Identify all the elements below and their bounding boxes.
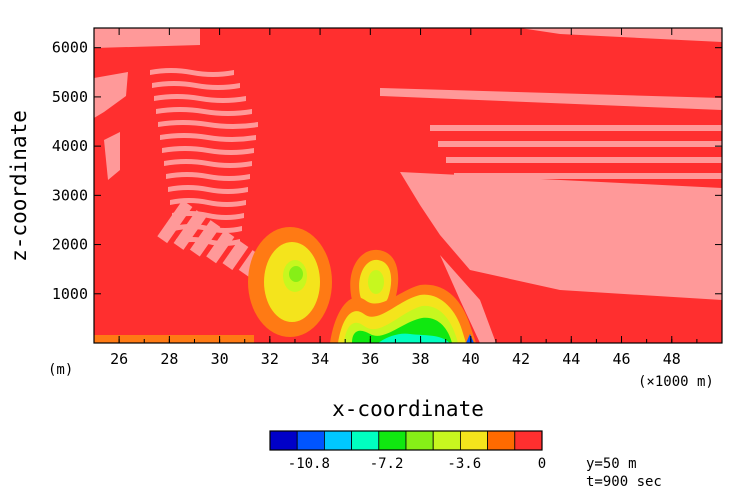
x-tick-label: 38: [412, 350, 430, 368]
wave-stripe: [164, 159, 252, 168]
contour-fields: [94, 28, 722, 343]
x-axis-label: x-coordinate: [332, 397, 484, 421]
x-tick-label: 26: [110, 350, 128, 368]
x-tick-label: 48: [663, 350, 681, 368]
colorbar: [269, 430, 543, 451]
wave-blob: [206, 230, 235, 264]
x-tick-label: 28: [160, 350, 178, 368]
colorbar-swatch: [378, 430, 407, 451]
outflow-aqua: [378, 333, 450, 343]
colorbar-swatch: [269, 430, 298, 451]
wave-stripe: [160, 133, 256, 142]
y-axis-label: z-coordinate: [7, 110, 31, 262]
x-tick-label: 30: [211, 350, 229, 368]
wave-stripe-right: [430, 125, 722, 131]
wave-stripe: [170, 198, 246, 207]
colorbar-swatch: [514, 430, 543, 451]
x-tick-label: 36: [361, 350, 379, 368]
wave-stripe: [168, 185, 248, 194]
wave-stripe: [166, 172, 250, 181]
colorbar-swatch: [323, 430, 352, 451]
wave-stripe-right: [438, 141, 722, 147]
wave-blob: [222, 240, 249, 270]
plot-frame: [93, 27, 723, 344]
y-axis-ticks: 1000 2000 3000 4000 5000 6000: [52, 39, 722, 303]
wave-stripe-right: [494, 253, 722, 259]
vortex1-green: [289, 266, 303, 282]
pink-wedge-right: [400, 172, 722, 300]
x-tick-label: 44: [562, 350, 580, 368]
wave-stripes-right: [430, 125, 722, 259]
y-tick-label: 1000: [52, 285, 88, 303]
y-tick-label: 3000: [52, 186, 88, 204]
colorbar-tick-label: -3.6: [447, 456, 481, 472]
pink-top-left: [94, 28, 200, 48]
wave-stripe-right: [446, 157, 722, 163]
wave-stripe: [154, 94, 246, 103]
colorbar-tick-label: -7.2: [370, 456, 404, 472]
y-tick-label: 4000: [52, 137, 88, 155]
wave-stripe: [156, 107, 252, 116]
colorbar-swatch: [405, 430, 434, 451]
wave-stripe: [150, 68, 234, 77]
wave-blob: [189, 220, 221, 257]
pink-mid-right-band: [380, 88, 722, 110]
pink-lower-foot: [440, 255, 496, 343]
outflow-blue-tip: [466, 334, 474, 343]
y-tick-label: 2000: [52, 236, 88, 254]
colorbar-tick-label: 0: [538, 456, 546, 472]
wave-stripe: [152, 81, 240, 90]
wave-stripe: [162, 146, 254, 155]
x-tick-label: 34: [311, 350, 329, 368]
wave-stripe-right: [470, 205, 722, 211]
x-tick-label: 32: [261, 350, 279, 368]
x-tick-label: 40: [462, 350, 480, 368]
colorbar-tick-label: -10.8: [288, 456, 330, 472]
wave-stripe-right: [454, 173, 722, 179]
pink-left-patch: [94, 72, 128, 118]
colorbar-frame: [269, 430, 543, 451]
x-tick-label: 42: [512, 350, 530, 368]
plot-area: [93, 27, 723, 344]
y-tick-label: 6000: [52, 39, 88, 57]
surface-orange-strip: [94, 335, 254, 343]
colorbar-swatch: [459, 430, 488, 451]
colorbar-swatch: [296, 430, 325, 451]
wave-stripes-left: [150, 68, 263, 277]
x-axis-ticks: 26 28 30 32 34 36 38 40 42 44 46 48: [93, 28, 723, 368]
wave-blob: [157, 200, 193, 244]
wave-stripe-right: [462, 189, 722, 195]
y-tick-label: 5000: [52, 88, 88, 106]
colorbar-ticks: -10.8 -7.2 -3.6 0: [288, 456, 546, 472]
colorbar-swatch: [487, 430, 516, 451]
vortex2-lime: [368, 270, 384, 294]
wave-stripe: [158, 120, 258, 129]
annotation-t: t=900 sec: [586, 474, 662, 490]
colorbar-swatch: [351, 430, 380, 451]
wave-stripe-right: [478, 221, 722, 227]
wave-blob: [173, 210, 207, 250]
x-unit-label: (m): [48, 362, 73, 378]
x-scale-label: (×1000 m): [638, 374, 714, 390]
annotation-y: y=50 m: [586, 456, 637, 472]
wave-stripe-right: [486, 237, 722, 243]
x-tick-label: 46: [612, 350, 630, 368]
pink-left-patch2: [104, 132, 120, 180]
colorbar-swatch: [432, 430, 461, 451]
wave-stripe: [172, 211, 244, 220]
